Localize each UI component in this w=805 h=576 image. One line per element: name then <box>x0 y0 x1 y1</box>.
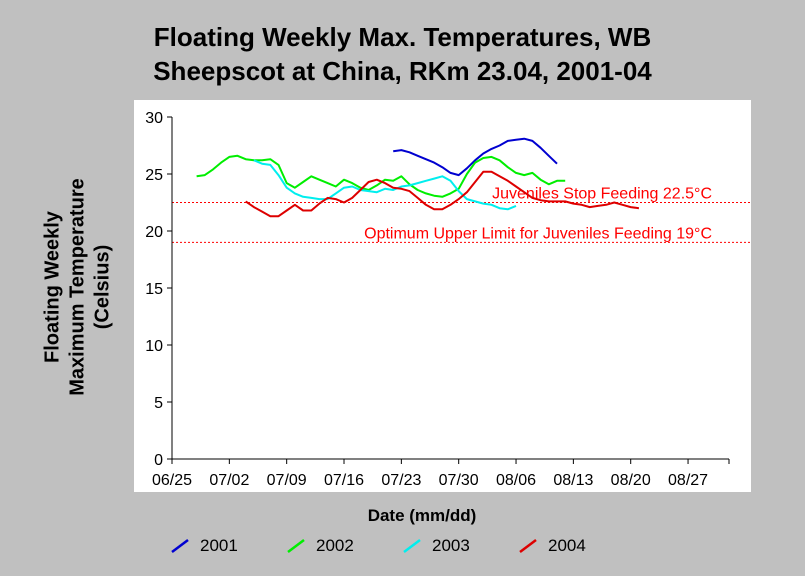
y-axis-title: Floating Weekly Maximum Temperature (Cel… <box>41 122 116 452</box>
y-tick-label-25: 25 <box>145 167 163 184</box>
legend-label-2004: 2004 <box>548 536 586 555</box>
y-tick-label-30: 30 <box>145 110 163 127</box>
x-tick-label-08-20: 08/20 <box>611 472 651 489</box>
legend: 2001 2002 2003 2004 <box>0 530 805 560</box>
legend-label-2003: 2003 <box>432 536 470 555</box>
y-tick-label-15: 15 <box>145 281 163 298</box>
x-tick-label-06-25: 06/25 <box>152 472 192 489</box>
x-tick-label-07-02: 07/02 <box>209 472 249 489</box>
reference-label-0: Juveniles Stop Feeding 22.5°C <box>492 186 712 203</box>
x-tick-label-07-30: 07/30 <box>439 472 479 489</box>
chart-title-line-2: Sheepscot at China, RKm 23.04, 2001-04 <box>153 56 652 86</box>
legend-label-2002: 2002 <box>316 536 354 555</box>
axes: 0 5 10 15 20 25 30 06/25 07/02 07/09 07/16 07/23 07/… <box>145 110 730 489</box>
series-line-2003 <box>253 159 517 211</box>
y-tick-label-20: 20 <box>145 224 163 241</box>
chart-title-line-1: Floating Weekly Max. Temperatures, WB <box>153 22 652 52</box>
y-axis-title-line-1: Floating Weekly <box>41 211 64 363</box>
y-tick-label-0: 0 <box>154 452 163 469</box>
reference-lines: Juveniles Stop Feeding 22.5°C Optimum Upp… <box>172 186 751 243</box>
legend-swatch-2002 <box>287 539 305 553</box>
x-tick-label-07-23: 07/23 <box>381 472 421 489</box>
x-tick-label-08-06: 08/06 <box>496 472 536 489</box>
y-tick-label-10: 10 <box>145 338 163 355</box>
x-tick-label-07-09: 07/09 <box>267 472 307 489</box>
legend-swatch-2001 <box>171 539 189 553</box>
y-tick-label-5: 5 <box>154 395 163 412</box>
x-tick-label-08-13: 08/13 <box>553 472 593 489</box>
legend-swatch-2004 <box>519 539 537 553</box>
series-layer <box>196 137 640 218</box>
x-tick-label-08-27: 08/27 <box>668 472 708 489</box>
x-axis-title: Date (mm/dd) <box>367 506 477 525</box>
series-line-2004 <box>245 170 640 218</box>
series-line-2002 <box>196 154 566 198</box>
chart-title: Floating Weekly Max. Temperatures, WB Sh… <box>0 20 805 88</box>
legend-label-2001: 2001 <box>200 536 238 555</box>
x-tick-label-07-16: 07/16 <box>324 472 364 489</box>
y-axis-title-line-3: (Celsius) <box>91 244 114 330</box>
legend-swatch-2003 <box>403 539 421 553</box>
plot-area <box>134 100 751 492</box>
y-axis-title-line-2: Maximum Temperature <box>66 178 89 396</box>
reference-label-1: Optimum Upper Limit for Juveniles Feedin… <box>364 225 712 242</box>
series-line-2001 <box>393 137 558 177</box>
